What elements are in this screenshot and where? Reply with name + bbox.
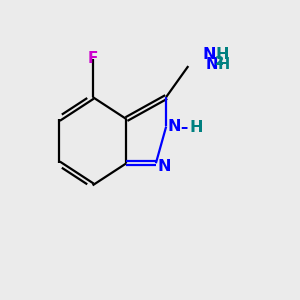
Text: H: H bbox=[218, 57, 230, 72]
Text: N: N bbox=[205, 57, 218, 72]
Text: H: H bbox=[190, 120, 203, 135]
Text: –: – bbox=[181, 120, 188, 135]
Text: N: N bbox=[168, 119, 181, 134]
Text: H: H bbox=[215, 47, 229, 62]
Text: 2: 2 bbox=[215, 55, 224, 68]
Text: N: N bbox=[158, 159, 171, 174]
Text: F: F bbox=[87, 51, 98, 66]
Text: N: N bbox=[203, 47, 217, 62]
